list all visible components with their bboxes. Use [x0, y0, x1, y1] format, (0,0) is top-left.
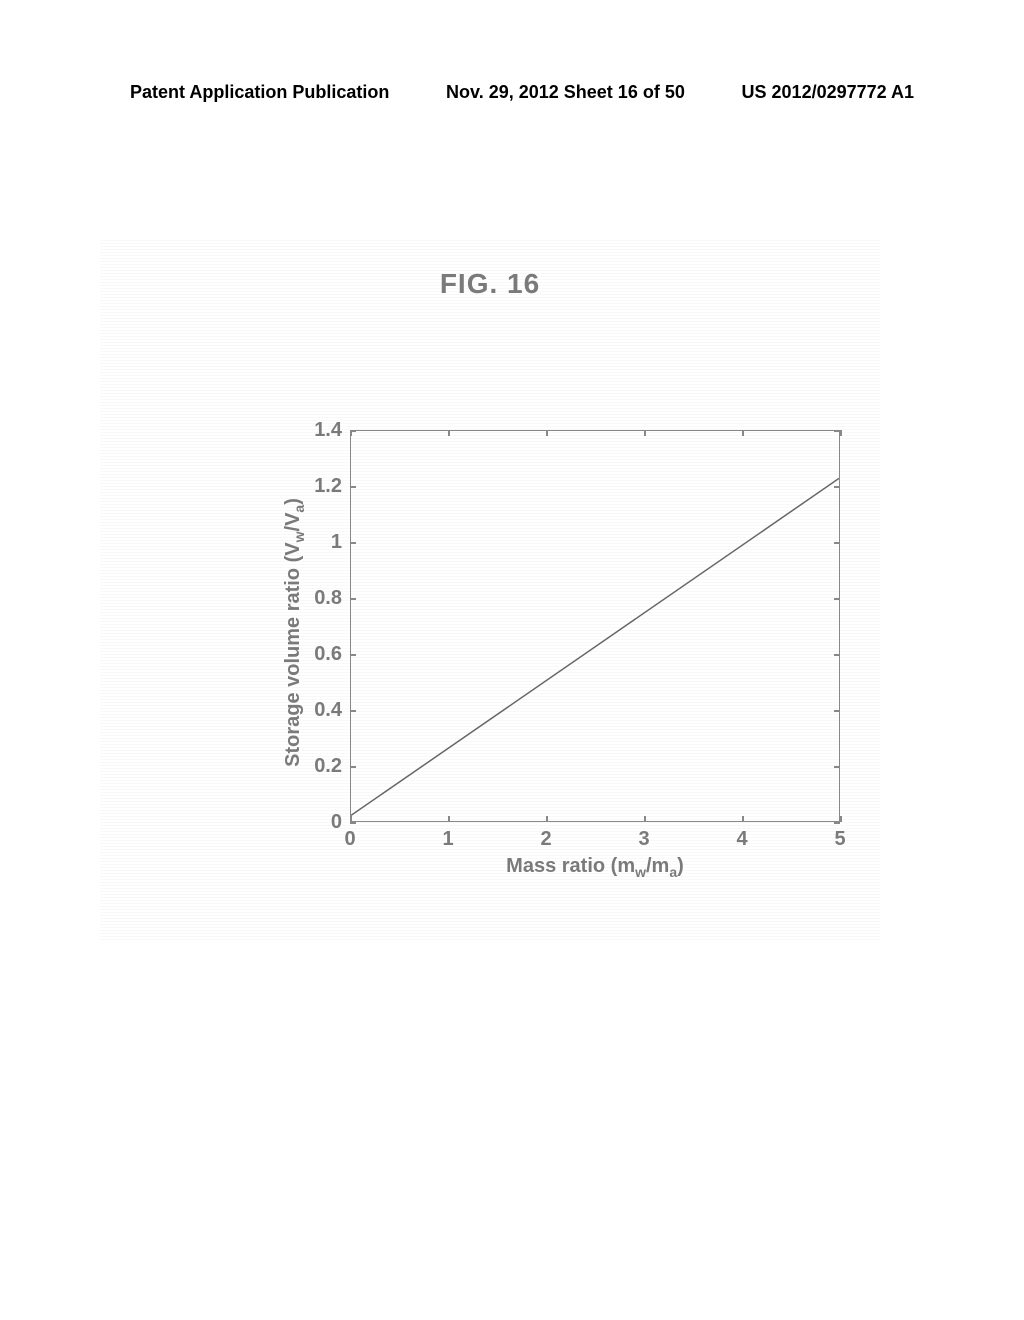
y-tick-label: 1: [302, 531, 342, 554]
y-tick-mark-right: [834, 766, 840, 768]
x-tick-mark: [350, 816, 352, 822]
y-tick-mark: [350, 766, 356, 768]
y-tick-mark: [350, 710, 356, 712]
data-line: [351, 478, 839, 815]
x-tick-mark: [742, 816, 744, 822]
y-tick-mark-right: [834, 654, 840, 656]
figure-panel: FIG. 16 00.20.40.60.811.21.4 012345 Stor…: [100, 240, 880, 940]
x-tick-mark-top: [644, 430, 646, 436]
header-center: Nov. 29, 2012 Sheet 16 of 50: [446, 82, 685, 103]
y-tick-mark: [350, 598, 356, 600]
y-tick-mark: [350, 542, 356, 544]
figure-title: FIG. 16: [440, 268, 540, 300]
y-axis-label: Storage volume ratio (Vw/Va): [282, 498, 307, 767]
y-tick-mark: [350, 822, 356, 824]
x-tick-mark: [448, 816, 450, 822]
y-tick-label: 1.2: [302, 475, 342, 498]
y-tick-mark-right: [834, 598, 840, 600]
y-tick-mark-right: [834, 710, 840, 712]
y-tick-mark-right: [834, 542, 840, 544]
x-tick-label: 1: [433, 828, 463, 851]
y-tick-mark-right: [834, 486, 840, 488]
y-tick-label: 0.8: [302, 587, 342, 610]
x-tick-label: 2: [531, 828, 561, 851]
x-tick-mark: [644, 816, 646, 822]
x-tick-mark-top: [546, 430, 548, 436]
x-tick-mark-top: [350, 430, 352, 436]
x-tick-mark: [546, 816, 548, 822]
x-tick-mark-top: [448, 430, 450, 436]
x-tick-label: 4: [727, 828, 757, 851]
y-tick-label: 0.6: [302, 643, 342, 666]
y-tick-mark: [350, 486, 356, 488]
y-tick-mark-right: [834, 822, 840, 824]
x-tick-mark: [840, 816, 842, 822]
header-right: US 2012/0297772 A1: [742, 82, 914, 103]
y-tick-mark: [350, 654, 356, 656]
x-tick-label: 0: [335, 828, 365, 851]
x-tick-label: 3: [629, 828, 659, 851]
header-left: Patent Application Publication: [130, 82, 389, 103]
x-axis-label: Mass ratio (mw/ma): [470, 855, 720, 880]
chart-svg: [351, 431, 839, 821]
x-tick-mark-top: [840, 430, 842, 436]
page-header: Patent Application Publication Nov. 29, …: [0, 82, 1024, 103]
x-tick-label: 5: [825, 828, 855, 851]
x-tick-mark-top: [742, 430, 744, 436]
y-tick-label: 0.2: [302, 755, 342, 778]
y-tick-label: 0.4: [302, 699, 342, 722]
plot-area: [350, 430, 840, 822]
y-tick-label: 1.4: [302, 419, 342, 442]
